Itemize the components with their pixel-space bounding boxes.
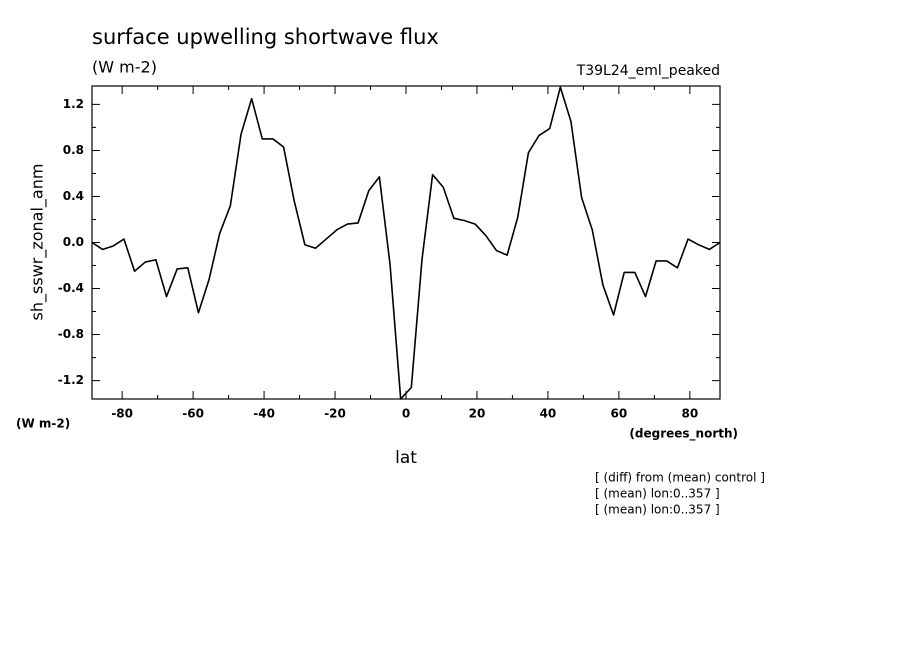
x-axis-label: lat xyxy=(395,448,417,468)
y-tick-label: -1.2 xyxy=(58,373,84,387)
x-tick-label: -60 xyxy=(182,407,204,421)
experiment-label: T39L24_eml_peaked xyxy=(576,63,720,79)
note: [ (mean) lon:0..357 ] xyxy=(595,503,720,517)
y-tick-label: 0.4 xyxy=(63,189,84,203)
note: [ (diff) from (mean) control ] xyxy=(595,471,765,485)
x-tick-label: -80 xyxy=(111,407,133,421)
y-tick-label: -0.4 xyxy=(58,281,84,295)
x-tick-label: -40 xyxy=(253,407,275,421)
x-tick-label: 20 xyxy=(469,407,486,421)
y-tick-label: 1.2 xyxy=(63,97,84,111)
x-tick-label: -20 xyxy=(324,407,346,421)
chart-title: surface upwelling shortwave flux xyxy=(92,25,439,49)
y-tick-label: 0.0 xyxy=(63,235,84,249)
data-line xyxy=(91,86,721,400)
y-tick-label: -0.8 xyxy=(58,327,84,341)
y-units: (W m-2) xyxy=(16,417,70,431)
note: [ (mean) lon:0..357 ] xyxy=(595,487,720,501)
y-axis-label: sh_sswr_zonal_anm xyxy=(28,164,48,321)
x-tick-label: 60 xyxy=(611,407,628,421)
chart-subtitle: (W m-2) xyxy=(92,58,157,77)
y-tick-label: 0.8 xyxy=(63,143,84,157)
x-tick-label: 40 xyxy=(540,407,557,421)
x-tick-label: 0 xyxy=(402,407,410,421)
plot-frame xyxy=(91,85,721,400)
x-units: (degrees_north) xyxy=(629,427,738,442)
x-tick-label: 80 xyxy=(681,407,698,421)
